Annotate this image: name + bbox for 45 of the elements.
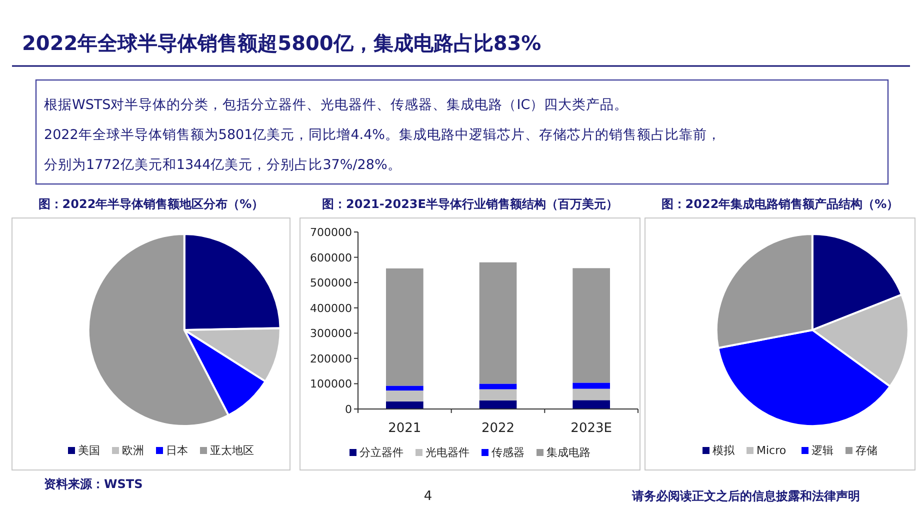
- chart-title: 图：2022年半导体销售额地区分布（%）: [38, 197, 264, 211]
- y-tick-label: 200000: [310, 352, 352, 366]
- chart-title: 图：2021-2023E半导体行业销售额结构（百万美元）: [322, 197, 618, 211]
- y-tick-label: 100000: [310, 378, 352, 391]
- bar: [572, 400, 610, 409]
- legend-label: 模拟: [712, 444, 736, 457]
- legend-label: 逻辑: [812, 444, 834, 457]
- x-tick-label: 2021: [388, 421, 422, 436]
- bar: [479, 262, 517, 384]
- bar: [479, 400, 517, 409]
- bar: [479, 389, 517, 400]
- bar: [386, 386, 424, 391]
- legend-label: 分立器件: [360, 446, 404, 459]
- y-tick-label: 400000: [310, 302, 352, 315]
- text: 4: [424, 489, 432, 504]
- legend-label: 存储: [856, 444, 878, 457]
- bar: [572, 388, 610, 400]
- y-tick-label: 500000: [310, 276, 352, 290]
- legend-label: Micro: [756, 444, 786, 457]
- bar: [386, 390, 424, 402]
- text: 资料来源：WSTS: [44, 477, 143, 491]
- bar: [386, 401, 424, 409]
- legend-label: 光电器件: [426, 446, 470, 459]
- legend-label: 美国: [78, 444, 100, 457]
- x-tick-label: 2023E: [570, 421, 612, 436]
- bar: [386, 268, 424, 386]
- y-tick-label: 0: [345, 403, 352, 416]
- text: 2022年全球半导体销售额为5801亿美元，同比增4.4%。集成电路中逻辑芯片、存储芯片的销售额占比靠前，: [44, 127, 722, 143]
- legend-label: 集成电路: [546, 446, 590, 459]
- legend-label: 欧洲: [122, 444, 144, 457]
- legend-label: 日本: [166, 444, 188, 457]
- y-tick-label: 300000: [310, 327, 352, 340]
- chart-title: 图：2022年集成电路销售额产品结构（%）: [661, 197, 899, 211]
- bar: [479, 384, 517, 390]
- y-tick-label: 700000: [310, 226, 352, 239]
- x-tick-label: 2022: [481, 421, 515, 436]
- text: 分别为1772亿美元和1344亿美元，分别占比37%/28%。: [44, 157, 402, 173]
- bar: [572, 382, 610, 389]
- text: 请务必阅读正文之后的信息披露和法律声明: [631, 489, 860, 503]
- text: 根据WSTS对半导体的分类，包括分立器件、光电器件、传感器、集成电路（IC）四大类产品。: [44, 97, 628, 113]
- legend-label: 传感器: [492, 446, 524, 459]
- y-tick-label: 600000: [310, 251, 352, 264]
- bar: [572, 268, 610, 383]
- legend-label: 亚太地区: [210, 444, 254, 457]
- text: 2022年全球半导体销售额超5800亿，集成电路占比83%: [22, 31, 542, 55]
